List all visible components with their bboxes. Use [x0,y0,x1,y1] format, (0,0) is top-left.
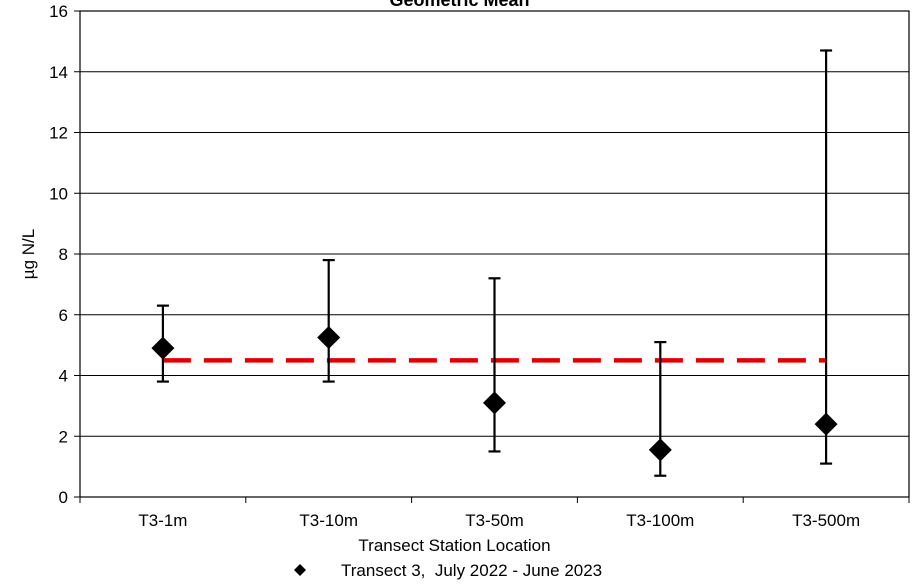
x-tick-label: T3-500m [792,511,860,530]
y-tick-label: 8 [59,245,68,264]
legend-label: Transect 3, July 2022 - June 2023 [341,561,602,580]
data-point [648,438,672,462]
legend: Transect 3, July 2022 - June 2023 [294,561,602,580]
y-tick-label: 6 [59,306,68,325]
data-points [151,326,838,462]
x-tick-label: T3-1m [138,511,187,530]
y-tick-label: 14 [49,63,68,82]
y-tick-label: 12 [49,124,68,143]
chart-title: Geometric Mean [389,0,529,10]
legend-marker-diamond [294,564,306,576]
x-tick-label: T3-10m [299,511,358,530]
x-tick-label: T3-50m [465,511,524,530]
y-axis-title: µg N/L [19,229,38,279]
x-axis-title: Transect Station Location [358,536,550,555]
x-tick-label: T3-100m [626,511,694,530]
y-tick-label: 4 [59,367,68,386]
data-point [317,326,341,350]
y-tick-label: 0 [59,488,68,507]
data-point [814,412,838,436]
x-axis: T3-1m T3-10m T3-50m T3-100m T3-500m [79,497,910,530]
data-point [483,391,506,415]
y-axis: 0 2 4 6 8 10 12 14 16 [49,2,80,507]
y-tick-label: 10 [49,184,68,203]
data-point [151,336,175,360]
y-tick-label: 16 [49,2,68,21]
y-tick-label: 2 [59,427,68,446]
